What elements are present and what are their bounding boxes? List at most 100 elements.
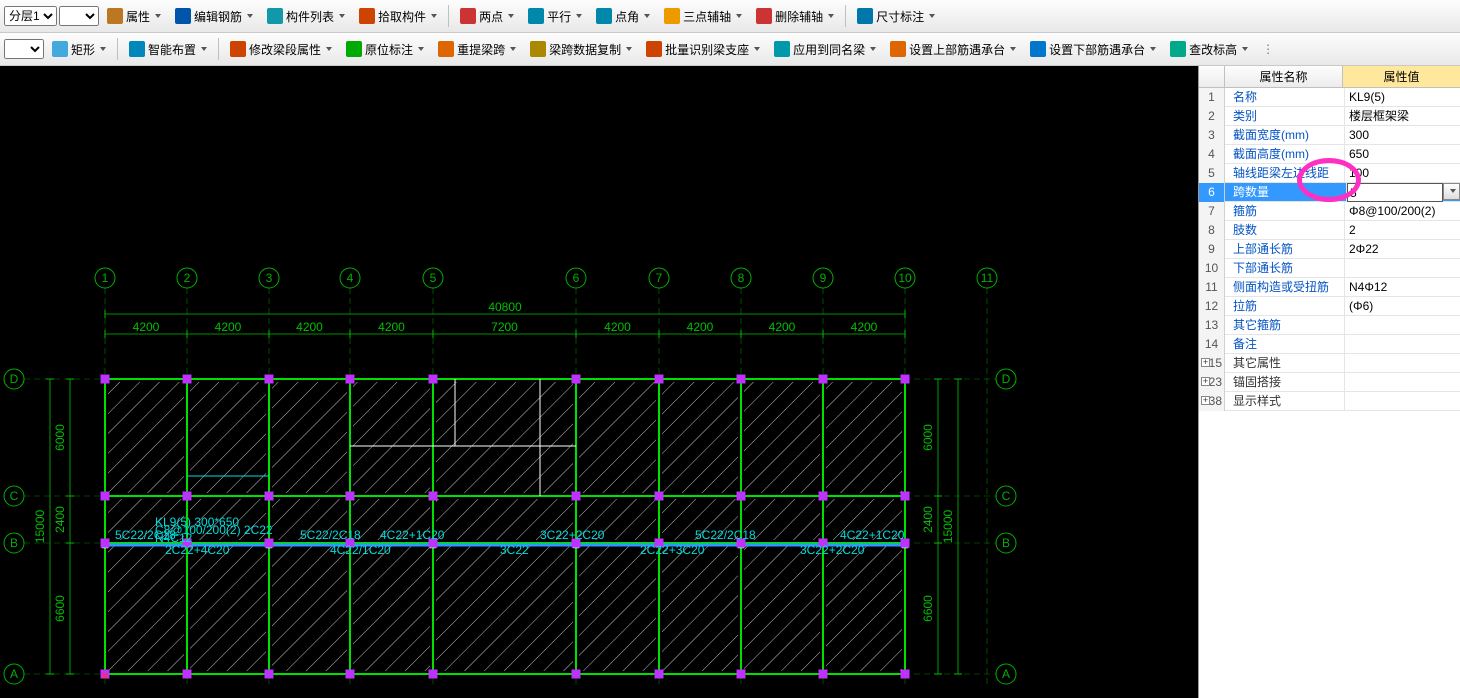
svg-text:2400: 2400 — [53, 506, 67, 533]
tool-编辑钢筋[interactable]: 编辑钢筋 — [169, 5, 259, 28]
svg-text:A: A — [1002, 667, 1010, 681]
svg-text:4200: 4200 — [687, 320, 714, 334]
property-name: 跨数量 — [1225, 183, 1347, 202]
property-row-38[interactable]: 38+显示样式 — [1199, 392, 1460, 411]
property-row-9[interactable]: 9上部通长筋2Φ22 — [1199, 240, 1460, 259]
tool-智能布置[interactable]: 智能布置 — [123, 38, 213, 61]
svg-text:C: C — [10, 489, 19, 503]
tool-label: 点角 — [615, 8, 639, 25]
svg-text:4200: 4200 — [604, 320, 631, 334]
property-value: 650 — [1345, 145, 1460, 164]
tool-label: 梁跨数据复制 — [549, 41, 621, 58]
svg-text:10: 10 — [898, 271, 912, 285]
svg-text:1: 1 — [102, 271, 109, 285]
tool-矩形[interactable]: 矩形 — [46, 38, 112, 61]
tool-应用到同名梁[interactable]: 应用到同名梁 — [768, 38, 882, 61]
tool-label: 矩形 — [71, 41, 95, 58]
svg-text:4200: 4200 — [378, 320, 405, 334]
tool-修改梁段属性[interactable]: 修改梁段属性 — [224, 38, 338, 61]
tool-平行[interactable]: 平行 — [522, 5, 588, 28]
tool-label: 删除辅轴 — [775, 8, 823, 25]
property-row-12[interactable]: 12拉筋(Φ6) — [1199, 297, 1460, 316]
tool-设置下部筋遇承台[interactable]: 设置下部筋遇承台 — [1024, 38, 1162, 61]
svg-text:B: B — [10, 536, 18, 550]
svg-text:6000: 6000 — [53, 424, 67, 451]
svg-text:3C22+2C20: 3C22+2C20 — [800, 543, 865, 557]
svg-text:2C22+4C20: 2C22+4C20 — [165, 543, 230, 557]
property-row-2[interactable]: 2类别楼层框架梁 — [1199, 107, 1460, 126]
property-row-6[interactable]: 6跨数量5 — [1199, 183, 1460, 202]
property-name: 拉筋 — [1225, 297, 1345, 316]
tool-查改标高[interactable]: 查改标高 — [1164, 38, 1254, 61]
svg-text:8: 8 — [738, 271, 745, 285]
svg-text:4200: 4200 — [851, 320, 878, 334]
tool-icon — [346, 41, 362, 57]
tool-icon — [267, 8, 283, 24]
svg-text:A: A — [10, 667, 18, 681]
property-row-15[interactable]: 15+其它属性 — [1199, 354, 1460, 373]
tool-label: 拾取构件 — [378, 8, 426, 25]
tool-三点辅轴[interactable]: 三点辅轴 — [658, 5, 748, 28]
svg-text:4200: 4200 — [133, 320, 160, 334]
tool-icon — [175, 8, 191, 24]
svg-text:3C22+2C20: 3C22+2C20 — [540, 528, 605, 542]
property-row-23[interactable]: 23+锚固搭接 — [1199, 373, 1460, 392]
property-row-1[interactable]: 1名称KL9(5) — [1199, 88, 1460, 107]
tool-icon — [1030, 41, 1046, 57]
svg-text:5C22/2C18: 5C22/2C18 — [695, 528, 756, 542]
tool-属性[interactable]: 属性 — [101, 5, 167, 28]
svg-text:3: 3 — [266, 271, 273, 285]
toolbar-overflow-icon[interactable]: ⋮ — [1262, 42, 1274, 56]
svg-text:5C22/2C18: 5C22/2C18 — [300, 528, 361, 542]
property-row-4[interactable]: 4截面高度(mm)650 — [1199, 145, 1460, 164]
prop-header-name: 属性名称 — [1225, 66, 1343, 87]
tool-设置上部筋遇承台[interactable]: 设置上部筋遇承台 — [884, 38, 1022, 61]
svg-text:7: 7 — [656, 271, 663, 285]
svg-text:6600: 6600 — [53, 595, 67, 622]
tool-icon — [230, 41, 246, 57]
property-name: 类别 — [1225, 107, 1345, 126]
svg-text:4: 4 — [347, 271, 354, 285]
tool-删除辅轴[interactable]: 删除辅轴 — [750, 5, 840, 28]
tool-点角[interactable]: 点角 — [590, 5, 656, 28]
tool-label: 重提梁跨 — [457, 41, 505, 58]
property-name: 其它箍筋 — [1225, 316, 1345, 335]
property-name: 侧面构造或受扭筋 — [1225, 278, 1345, 297]
drawing-canvas[interactable]: 1234567891011AABBCCDD4080042004200420042… — [0, 66, 1198, 698]
tool-label: 两点 — [479, 8, 503, 25]
tool-构件列表[interactable]: 构件列表 — [261, 5, 351, 28]
property-value-input[interactable]: 5 — [1347, 183, 1443, 202]
tool-原位标注[interactable]: 原位标注 — [340, 38, 430, 61]
property-panel: 属性名称 属性值 1名称KL9(5)2类别楼层框架梁3截面宽度(mm)3004截… — [1198, 66, 1460, 698]
tool-两点[interactable]: 两点 — [454, 5, 520, 28]
svg-text:7200: 7200 — [491, 320, 518, 334]
svg-text:15000: 15000 — [33, 509, 47, 543]
property-name: 箍筋 — [1225, 202, 1345, 221]
property-row-10[interactable]: 10下部通长筋 — [1199, 259, 1460, 278]
property-row-7[interactable]: 7箍筋Φ8@100/200(2) — [1199, 202, 1460, 221]
property-row-14[interactable]: 14备注 — [1199, 335, 1460, 354]
tool-icon — [857, 8, 873, 24]
property-row-8[interactable]: 8肢数2 — [1199, 221, 1460, 240]
aux-select-1[interactable] — [59, 6, 99, 26]
property-value: Φ8@100/200(2) — [1345, 202, 1460, 221]
property-row-3[interactable]: 3截面宽度(mm)300 — [1199, 126, 1460, 145]
property-row-5[interactable]: 5轴线距梁左边线距100 — [1199, 164, 1460, 183]
floor-select[interactable]: 分层1 — [4, 6, 57, 26]
tool-label: 智能布置 — [148, 41, 196, 58]
tool-梁跨数据复制[interactable]: 梁跨数据复制 — [524, 38, 638, 61]
svg-text:5: 5 — [430, 271, 437, 285]
tool-尺寸标注[interactable]: 尺寸标注 — [851, 5, 941, 28]
property-row-13[interactable]: 13其它箍筋 — [1199, 316, 1460, 335]
tool-label: 构件列表 — [286, 8, 334, 25]
aux-select-2[interactable] — [4, 39, 44, 59]
svg-text:9: 9 — [820, 271, 827, 285]
tool-label: 原位标注 — [365, 41, 413, 58]
tool-批量识别梁支座[interactable]: 批量识别梁支座 — [640, 38, 766, 61]
tool-拾取构件[interactable]: 拾取构件 — [353, 5, 443, 28]
svg-text:4200: 4200 — [296, 320, 323, 334]
property-value-dropdown[interactable] — [1443, 183, 1460, 200]
tool-重提梁跨[interactable]: 重提梁跨 — [432, 38, 522, 61]
svg-text:4200: 4200 — [769, 320, 796, 334]
property-row-11[interactable]: 11侧面构造或受扭筋N4Φ12 — [1199, 278, 1460, 297]
